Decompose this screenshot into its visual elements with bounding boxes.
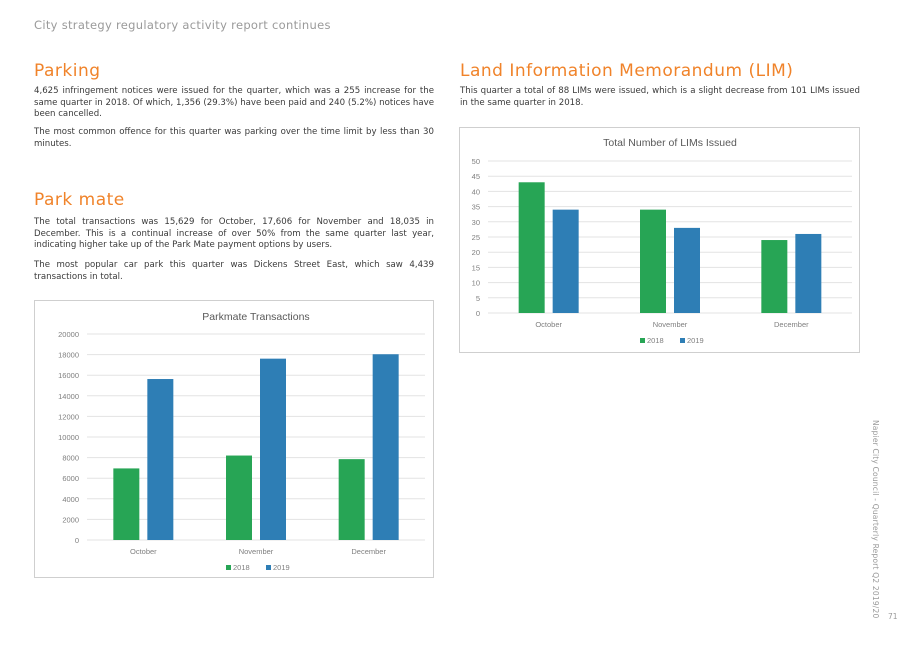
bar-2019-november <box>260 358 286 540</box>
legend-label-2018: 2018 <box>233 563 250 572</box>
lim-paragraph-1: This quarter a total of 88 LIMs were iss… <box>460 86 860 108</box>
y-tick-label: 12000 <box>58 412 79 421</box>
legend-swatch-2018 <box>226 565 231 570</box>
lim-title: Land Information Memorandum (LIM) <box>460 61 794 81</box>
y-tick-label: 4000 <box>62 495 79 504</box>
y-tick-label: 8000 <box>62 454 79 463</box>
y-tick-label: 50 <box>472 157 480 166</box>
bar-2018-december <box>338 459 365 540</box>
y-tick-label: 25 <box>472 233 480 242</box>
parkmate-paragraph-1: The total transactions was 15,629 for Oc… <box>34 217 434 251</box>
lim-chart-svg: Total Number of LIMs Issued 0 5 10 15 20 25 30 3… <box>472 137 852 345</box>
bar-2018-december <box>761 240 788 313</box>
chart-title: Parkmate Transactions <box>202 311 309 323</box>
y-tick-label: 20000 <box>58 330 79 339</box>
bar-2018-november <box>640 209 666 313</box>
x-tick-label: December <box>774 320 809 329</box>
y-tick-label: 20 <box>472 248 480 257</box>
legend-swatch-2019 <box>266 565 271 570</box>
bar-2019-october <box>552 209 579 313</box>
x-tick-label: October <box>130 547 157 556</box>
y-tick-label: 10 <box>472 279 480 288</box>
y-tick-label: 40 <box>472 187 480 196</box>
x-tick-label: October <box>535 320 562 329</box>
legend-label-2018: 2018 <box>647 336 664 345</box>
y-tick-label: 10000 <box>58 433 79 442</box>
y-tick-label: 0 <box>476 309 480 318</box>
parking-paragraph-1: 4,625 infringement notices were issued f… <box>34 86 434 120</box>
bar-2019-november <box>674 227 700 313</box>
bar-2018-october <box>113 468 140 540</box>
parking-paragraph-2: The most common offence for this quarter… <box>34 127 434 149</box>
parkmate-title: Park mate <box>34 190 125 210</box>
y-tick-label: 15 <box>472 263 480 272</box>
y-tick-label: 0 <box>75 536 79 545</box>
y-tick-label: 35 <box>472 203 480 212</box>
bar-2019-october <box>147 379 174 540</box>
bar-2019-december <box>372 354 399 540</box>
page-number: 71 <box>888 612 898 621</box>
lim-chart: Total Number of LIMs Issued 0 5 10 15 20 25 30 3… <box>459 127 860 353</box>
bar-2018-october <box>518 182 545 313</box>
legend-swatch-2018 <box>640 338 645 343</box>
parkmate-chart-svg: Parkmate Transactions 0 2000 4000 6000 8000 10… <box>58 311 425 572</box>
bar-2019-december <box>795 233 822 313</box>
bar-2018-november <box>226 455 252 540</box>
y-tick-label: 14000 <box>58 392 79 401</box>
x-tick-label: November <box>653 320 688 329</box>
y-tick-label: 16000 <box>58 371 79 380</box>
y-tick-label: 6000 <box>62 474 79 483</box>
parkmate-chart: Parkmate Transactions 0 2000 4000 6000 8000 10… <box>34 300 434 578</box>
y-tick-label: 5 <box>476 294 480 303</box>
y-tick-label: 2000 <box>62 515 79 524</box>
legend-label-2019: 2019 <box>273 563 290 572</box>
y-tick-label: 45 <box>472 172 480 181</box>
chart-title: Total Number of LIMs Issued <box>603 137 737 149</box>
legend-label-2019: 2019 <box>687 336 704 345</box>
y-tick-label: 18000 <box>58 351 79 360</box>
parkmate-paragraph-2: The most popular car park this quarter w… <box>34 260 434 282</box>
side-footer: Napier City Council - Quarterly Report Q… <box>871 420 880 619</box>
y-tick-label: 30 <box>472 218 480 227</box>
legend-swatch-2019 <box>680 338 685 343</box>
x-tick-label: November <box>239 547 274 556</box>
parking-title: Parking <box>34 61 101 81</box>
running-head: City strategy regulatory activity report… <box>34 18 331 32</box>
x-tick-label: December <box>351 547 386 556</box>
